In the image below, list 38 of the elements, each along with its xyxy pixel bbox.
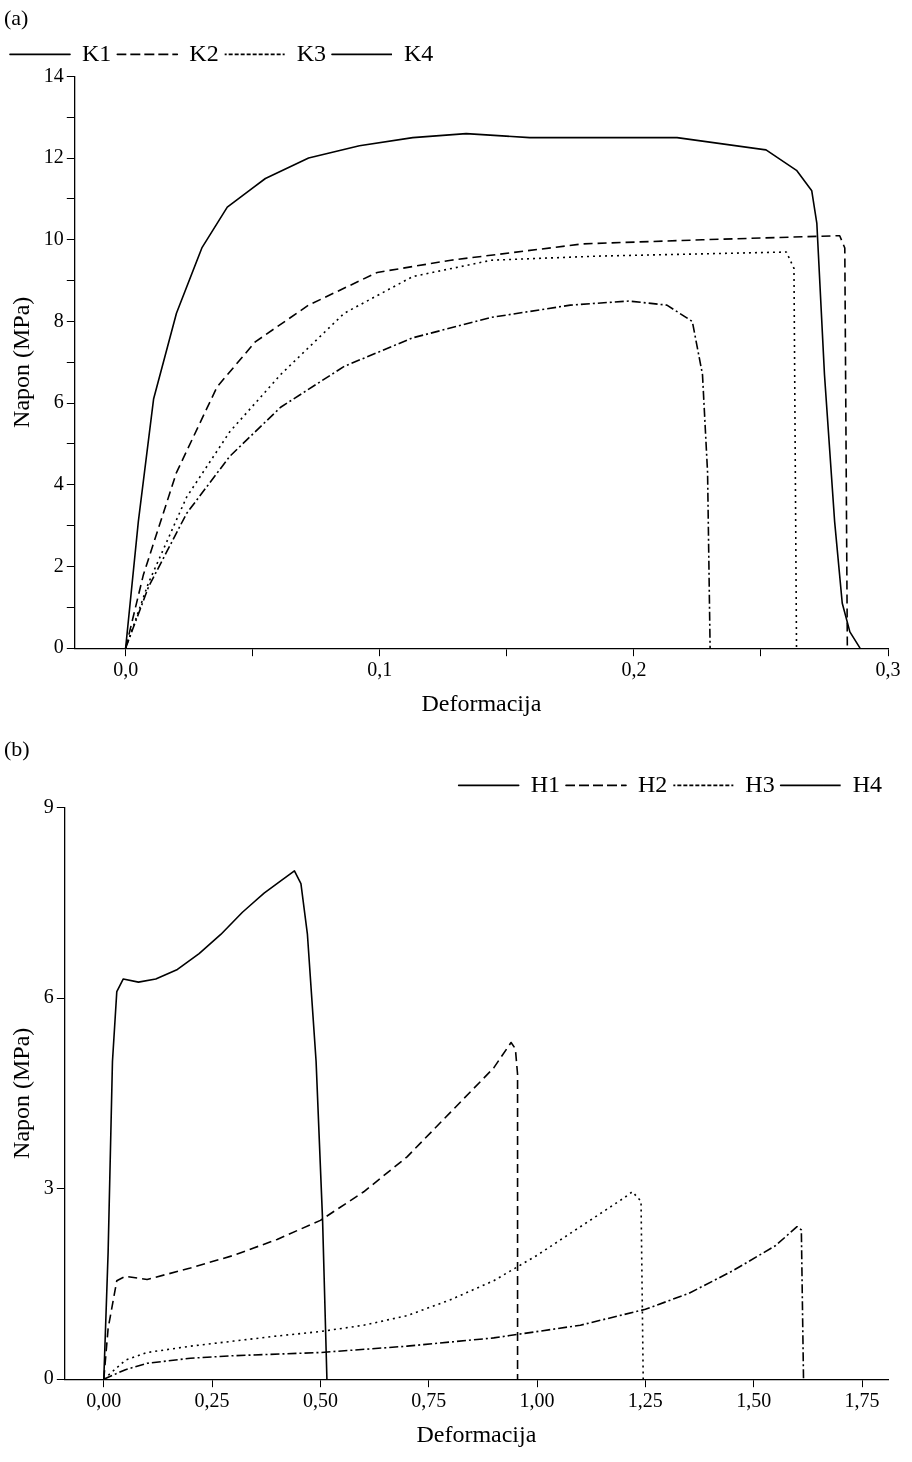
x-tick-label: 0,3 bbox=[875, 658, 901, 681]
y-axis-title: Napon (MPa) bbox=[7, 296, 34, 428]
x-tick-label: 1,50 bbox=[736, 1389, 772, 1412]
legend-label: H3 bbox=[745, 770, 775, 797]
x-tick-label: 0,2 bbox=[621, 658, 647, 681]
legend-label: K4 bbox=[404, 39, 434, 66]
y-tick-label: 0 bbox=[53, 635, 64, 658]
chart-title: (b) bbox=[4, 735, 30, 761]
x-tick-label: 0,1 bbox=[367, 658, 393, 681]
y-tick-label: 10 bbox=[43, 227, 64, 250]
legend-label: K3 bbox=[296, 39, 327, 66]
x-tick-label: 1,00 bbox=[519, 1389, 555, 1412]
y-axis-title: Napon (MPa) bbox=[7, 1027, 34, 1159]
x-tick-label: 1,75 bbox=[844, 1389, 880, 1412]
x-axis-title: Deformacija bbox=[421, 689, 542, 716]
legend-label: H1 bbox=[530, 770, 561, 797]
y-tick-label: 2 bbox=[53, 553, 64, 576]
legend-label: K2 bbox=[189, 39, 219, 66]
x-tick-label: 0,25 bbox=[194, 1389, 230, 1412]
legend-label: K1 bbox=[82, 39, 112, 66]
x-axis-title: Deformacija bbox=[416, 1420, 537, 1447]
chart-title: (a) bbox=[4, 4, 29, 30]
x-tick-label: 0,50 bbox=[302, 1389, 338, 1412]
y-tick-label: 4 bbox=[53, 472, 64, 495]
y-tick-label: 8 bbox=[53, 308, 64, 331]
x-tick-label: 1,25 bbox=[627, 1389, 663, 1412]
y-tick-label: 6 bbox=[43, 985, 54, 1008]
x-tick-label: 0,00 bbox=[86, 1389, 122, 1412]
y-tick-label: 9 bbox=[43, 794, 54, 817]
legend-label: H4 bbox=[852, 770, 883, 797]
y-tick-label: 14 bbox=[43, 63, 64, 86]
y-tick-label: 12 bbox=[43, 145, 64, 168]
y-tick-label: 6 bbox=[53, 390, 64, 413]
y-tick-label: 3 bbox=[43, 1175, 54, 1198]
legend-label: H2 bbox=[638, 770, 668, 797]
y-tick-label: 0 bbox=[43, 1366, 54, 1389]
x-tick-label: 0,75 bbox=[411, 1389, 447, 1412]
x-tick-label: 0,0 bbox=[113, 658, 139, 681]
